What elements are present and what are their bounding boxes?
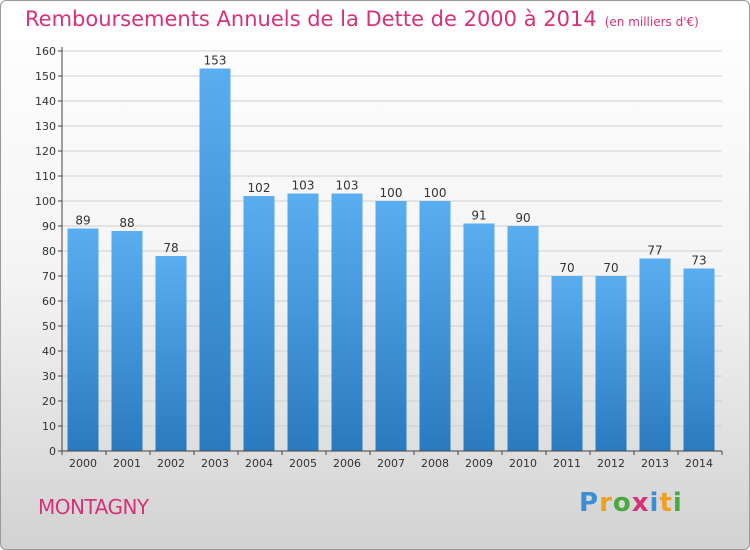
x-tick-label: 2007 [377, 457, 405, 470]
data-label: 70 [603, 261, 618, 275]
x-tick-label: 2008 [421, 457, 449, 470]
axis-layer: 0 10 20 30 40 50 60 70 80 90 100 110 120 130 140 150 160… [35, 45, 723, 470]
bar [551, 276, 583, 451]
bar [683, 268, 715, 451]
bar [67, 228, 99, 451]
data-label: 100 [380, 186, 403, 200]
x-tick-label: 2006 [333, 457, 361, 470]
data-label: 100 [424, 186, 447, 200]
y-tick-label: 130 [35, 120, 56, 133]
x-tick-label: 2013 [641, 457, 669, 470]
y-tick-label: 10 [42, 420, 56, 433]
x-tick-label: 2012 [597, 457, 625, 470]
bar [463, 223, 495, 451]
y-tick-label: 20 [42, 395, 56, 408]
y-tick-label: 60 [42, 295, 56, 308]
x-tick-label: 2001 [113, 457, 141, 470]
y-tick-label: 40 [42, 345, 56, 358]
y-tick-label: 110 [35, 170, 56, 183]
data-label: 153 [204, 54, 227, 68]
y-tick-label: 50 [42, 320, 56, 333]
x-tick-label: 2000 [69, 457, 97, 470]
bar [375, 201, 407, 451]
y-tick-label: 30 [42, 370, 56, 383]
bar [199, 68, 231, 451]
y-tick-label: 140 [35, 95, 56, 108]
chart-unit: (en milliers d'€) [604, 15, 699, 29]
chart-title: Remboursements Annuels de la Dette de 20… [25, 7, 699, 31]
x-tick-label: 2005 [289, 457, 317, 470]
chart-title-text: Remboursements Annuels de la Dette de 20… [25, 7, 597, 31]
x-tick-label: 2010 [509, 457, 537, 470]
x-tick-label: 2011 [553, 457, 581, 470]
data-label: 88 [119, 216, 134, 230]
bar [595, 276, 627, 451]
y-tick-label: 0 [49, 445, 56, 458]
bar [419, 201, 451, 451]
data-label: 102 [248, 181, 271, 195]
y-tick-label: 70 [42, 270, 56, 283]
x-tick-label: 2003 [201, 457, 229, 470]
data-label: 90 [515, 211, 530, 225]
x-tick-label: 2004 [245, 457, 273, 470]
x-tick-label: 2002 [157, 457, 185, 470]
town-name: MONTAGNY [38, 495, 149, 519]
y-tick-label: 80 [42, 245, 56, 258]
bar-layer: 89 88 78 153 102 103 103 100 100 91 90 70 70 77 73 [67, 54, 715, 451]
data-label: 77 [647, 244, 662, 258]
y-tick-label: 120 [35, 145, 56, 158]
y-tick-label: 150 [35, 70, 56, 83]
data-label: 73 [691, 254, 706, 268]
bar [111, 231, 143, 451]
x-tick-label: 2014 [685, 457, 713, 470]
y-tick-label: 160 [35, 45, 56, 58]
data-label: 103 [292, 179, 315, 193]
data-label: 89 [75, 214, 90, 228]
bar [639, 258, 671, 451]
data-label: 70 [559, 261, 574, 275]
bar [287, 193, 319, 451]
bar [331, 193, 363, 451]
y-tick-label: 100 [35, 195, 56, 208]
bar [243, 196, 275, 451]
bar [155, 256, 187, 451]
y-tick-label: 90 [42, 220, 56, 233]
x-tick-label: 2009 [465, 457, 493, 470]
data-label: 78 [163, 241, 178, 255]
proxiti-logo: Proxiti [579, 488, 683, 518]
data-label: 91 [471, 209, 486, 223]
bar [507, 226, 539, 451]
data-label: 103 [336, 179, 359, 193]
